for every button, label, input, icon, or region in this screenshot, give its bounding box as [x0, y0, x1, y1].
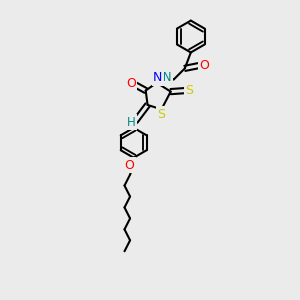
Text: O: O [199, 59, 209, 72]
Text: H: H [127, 116, 136, 129]
Text: O: O [124, 159, 134, 172]
Text: S: S [186, 84, 194, 97]
Text: O: O [126, 77, 136, 90]
Text: N: N [153, 71, 163, 85]
Text: HN: HN [154, 71, 172, 84]
Text: S: S [158, 108, 166, 121]
